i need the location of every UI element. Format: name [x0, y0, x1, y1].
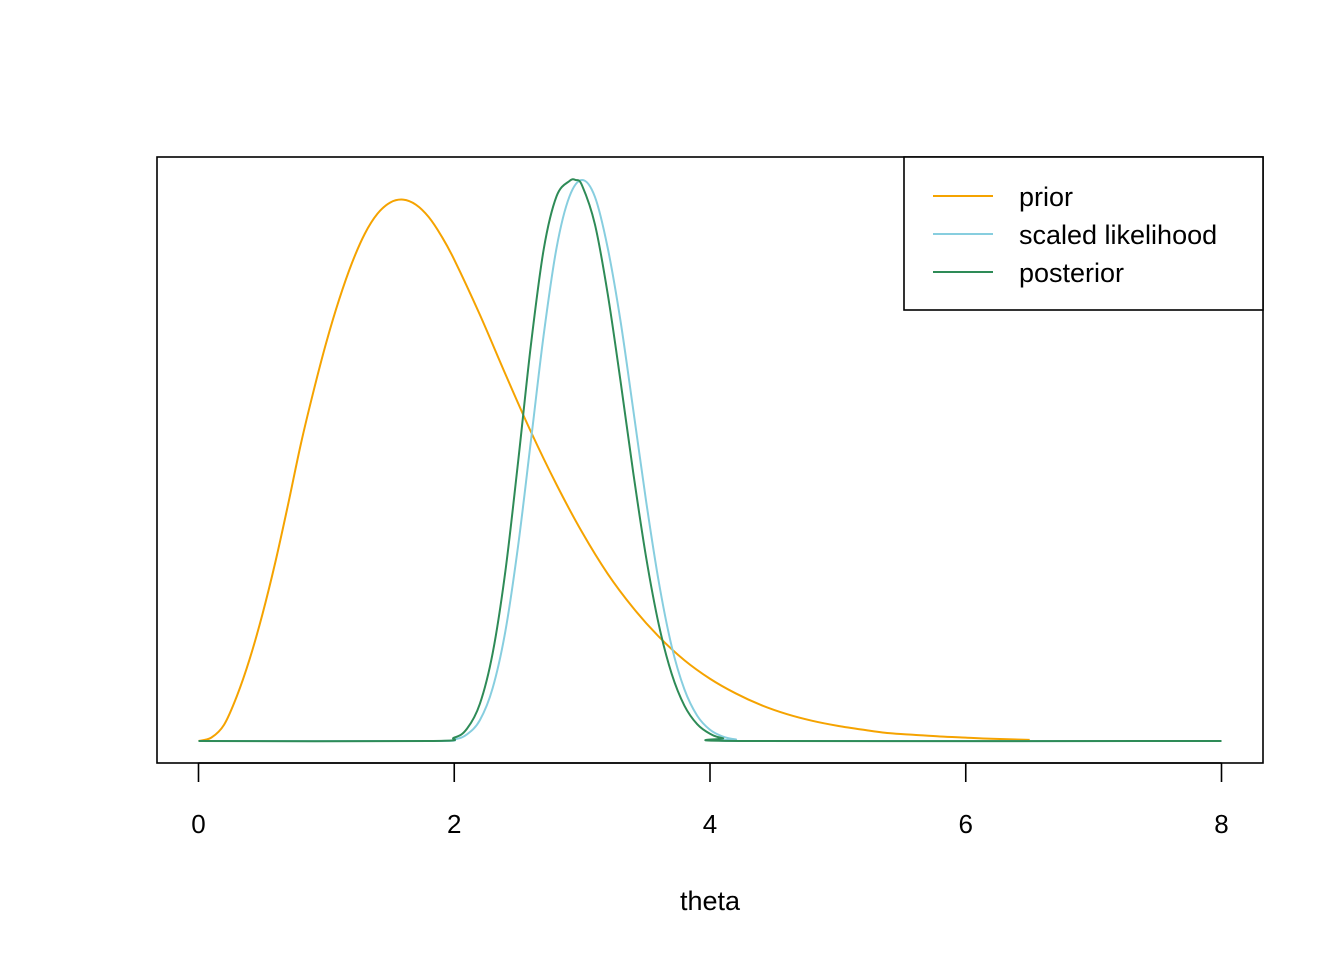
series-line-prior: [198, 198, 1030, 742]
series-line-posterior: [198, 178, 1222, 743]
legend-label: prior: [1019, 182, 1073, 212]
legend: prior scaled likelihood posterior: [903, 156, 1264, 311]
x-axis: 0 2 4 6 8: [191, 762, 1229, 839]
x-tick-label: 8: [1214, 809, 1228, 839]
x-axis-title: theta: [680, 886, 741, 916]
x-tick-label: 2: [447, 809, 461, 839]
x-tick-label: 4: [703, 809, 717, 839]
series-layer: [198, 178, 1222, 743]
x-tick-label: 6: [959, 809, 973, 839]
x-tick-label: 0: [191, 809, 205, 839]
legend-label: scaled likelihood: [1019, 220, 1217, 250]
series-line-scaled-likelihood: [198, 179, 1222, 743]
legend-label: posterior: [1019, 258, 1124, 288]
